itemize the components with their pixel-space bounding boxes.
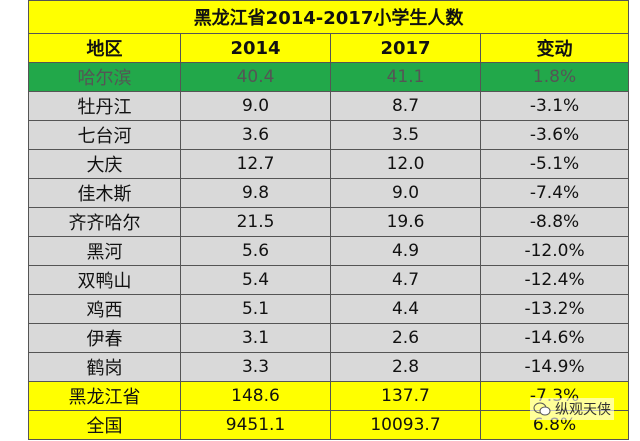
region-cell: 佳木斯 bbox=[28, 178, 181, 208]
value-cell: 10093.7 bbox=[330, 410, 481, 440]
header-cell: 地区 bbox=[28, 33, 181, 63]
table-row: 哈尔滨 40.4 41.1 1.8% bbox=[28, 62, 630, 92]
value-cell: 1.8% bbox=[479, 62, 630, 92]
header-cell: 2017 bbox=[330, 33, 481, 63]
value-cell: 41.1 bbox=[330, 62, 481, 92]
value-cell: 137.7 bbox=[330, 381, 481, 411]
value-cell: 4.7 bbox=[330, 265, 481, 295]
table-row: 黑河 5.6 4.9 -12.0% bbox=[28, 236, 630, 266]
value-cell: 9451.1 bbox=[180, 410, 331, 440]
value-cell: -12.4% bbox=[479, 265, 630, 295]
value-cell: 3.1 bbox=[180, 323, 331, 353]
value-cell: 2.6 bbox=[330, 323, 481, 353]
table-row: 鹤岗 3.3 2.8 -14.9% bbox=[28, 352, 630, 382]
value-cell: 12.7 bbox=[180, 149, 331, 179]
value-cell: -5.1% bbox=[479, 149, 630, 179]
value-cell: 19.6 bbox=[330, 207, 481, 237]
region-cell: 伊春 bbox=[28, 323, 181, 353]
value-cell: -7.4% bbox=[479, 178, 630, 208]
value-cell: -12.0% bbox=[479, 236, 630, 266]
header-cell: 2014 bbox=[180, 33, 331, 63]
watermark-icon bbox=[533, 402, 551, 416]
value-cell: -14.6% bbox=[479, 323, 630, 353]
value-cell: 3.5 bbox=[330, 120, 481, 150]
region-cell: 黑河 bbox=[28, 236, 181, 266]
table: 黑龙江省2014-2017小学生人数 地区 2014 2017 变动 哈尔滨 40.4 4… bbox=[27, 0, 630, 440]
region-cell: 双鸭山 bbox=[28, 265, 181, 295]
value-cell: -14.9% bbox=[479, 352, 630, 382]
value-cell: 3.6 bbox=[180, 120, 331, 150]
value-cell: 9.0 bbox=[180, 91, 331, 121]
table-title: 黑龙江省2014-2017小学生人数 bbox=[27, 0, 630, 34]
value-cell: 9.0 bbox=[330, 178, 481, 208]
value-cell: 9.8 bbox=[180, 178, 331, 208]
table-row: 大庆 12.7 12.0 -5.1% bbox=[28, 149, 630, 179]
value-cell: 4.9 bbox=[330, 236, 481, 266]
table-row: 鸡西 5.1 4.4 -13.2% bbox=[28, 294, 630, 324]
value-cell: 2.8 bbox=[330, 352, 481, 382]
region-cell: 牡丹江 bbox=[28, 91, 181, 121]
value-cell: 148.6 bbox=[180, 381, 331, 411]
value-cell: 5.1 bbox=[180, 294, 331, 324]
value-cell: 5.4 bbox=[180, 265, 331, 295]
table-wrap: 黑龙江省2014-2017小学生人数 地区 2014 2017 变动 哈尔滨 40.4 4… bbox=[27, 0, 630, 441]
value-cell: 5.6 bbox=[180, 236, 331, 266]
value-cell: 12.0 bbox=[330, 149, 481, 179]
table-row: 伊春 3.1 2.6 -14.6% bbox=[28, 323, 630, 353]
value-cell: -13.2% bbox=[479, 294, 630, 324]
value-cell: -3.6% bbox=[479, 120, 630, 150]
header-cell: 变动 bbox=[479, 33, 630, 63]
region-cell: 七台河 bbox=[28, 120, 181, 150]
value-cell: -3.1% bbox=[479, 91, 630, 121]
region-cell: 全国 bbox=[28, 410, 181, 440]
value-cell: 8.7 bbox=[330, 91, 481, 121]
table-row: 齐齐哈尔 21.5 19.6 -8.8% bbox=[28, 207, 630, 237]
region-cell: 鸡西 bbox=[28, 294, 181, 324]
region-cell: 鹤岗 bbox=[28, 352, 181, 382]
table-row: 双鸭山 5.4 4.7 -12.4% bbox=[28, 265, 630, 295]
table-row: 七台河 3.6 3.5 -3.6% bbox=[28, 120, 630, 150]
watermark: 纵观天侠 bbox=[530, 398, 614, 420]
value-cell: 3.3 bbox=[180, 352, 331, 382]
region-cell: 黑龙江省 bbox=[28, 381, 181, 411]
table-row: 全国 9451.1 10093.7 6.8% bbox=[28, 410, 630, 440]
table-row: 佳木斯 9.8 9.0 -7.4% bbox=[28, 178, 630, 208]
value-cell: 40.4 bbox=[180, 62, 331, 92]
value-cell: 21.5 bbox=[180, 207, 331, 237]
watermark-text: 纵观天侠 bbox=[555, 402, 611, 418]
value-cell: 4.4 bbox=[330, 294, 481, 324]
region-cell: 大庆 bbox=[28, 149, 181, 179]
region-cell: 齐齐哈尔 bbox=[28, 207, 181, 237]
region-cell: 哈尔滨 bbox=[28, 62, 181, 92]
value-cell: -8.8% bbox=[479, 207, 630, 237]
table-row: 牡丹江 9.0 8.7 -3.1% bbox=[28, 91, 630, 121]
